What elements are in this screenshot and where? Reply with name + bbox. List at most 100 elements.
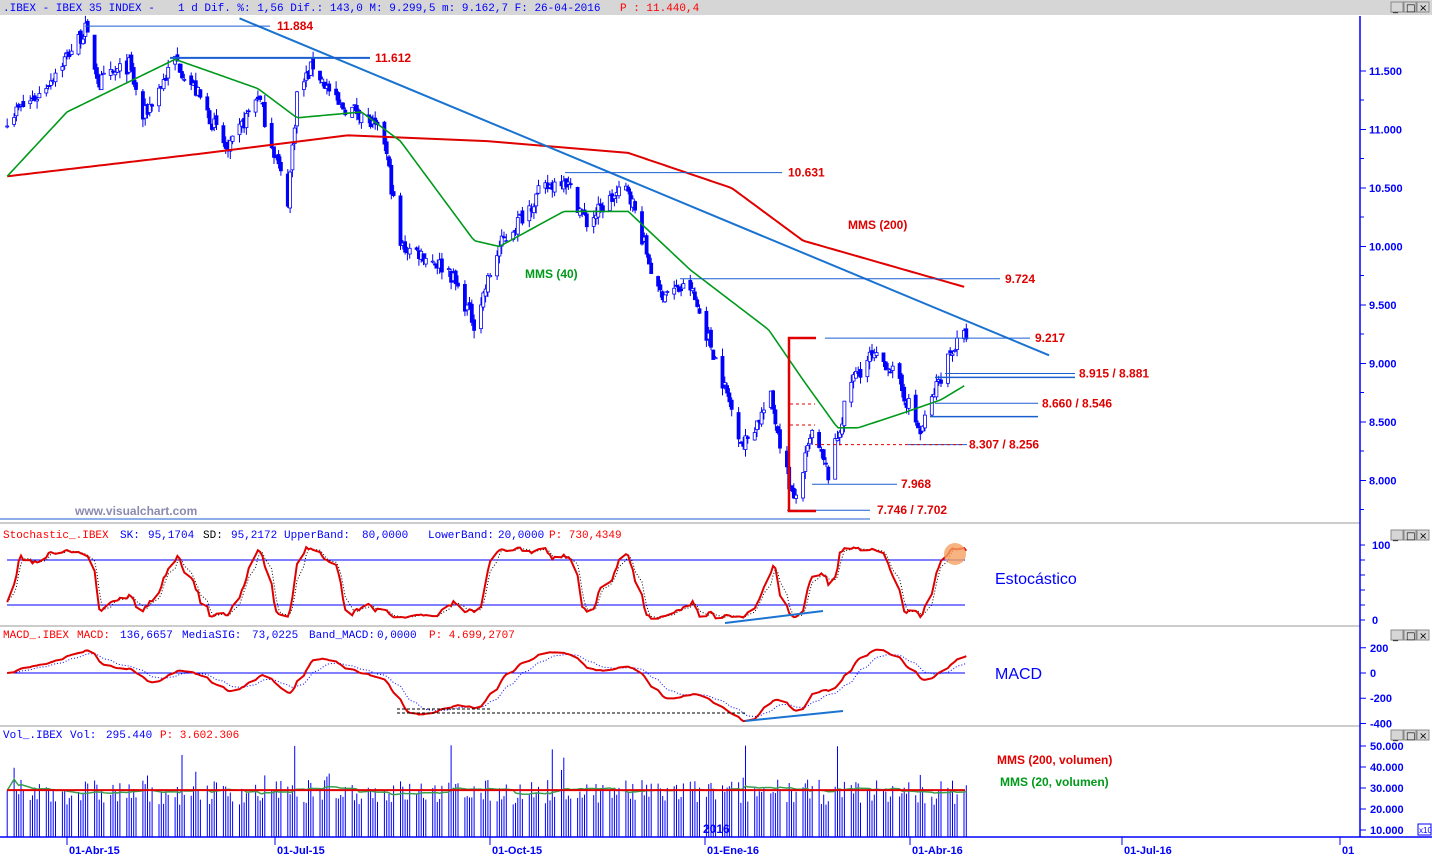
candle-body bbox=[826, 466, 831, 481]
close-button[interactable]: × bbox=[1416, 629, 1430, 642]
candle-body bbox=[453, 270, 458, 285]
level-label: 8.915 / 8.881 bbox=[1079, 366, 1149, 380]
candle-body bbox=[391, 191, 396, 196]
vol-value: 295.440 bbox=[106, 730, 152, 742]
level-label: 7.968 bbox=[901, 477, 931, 491]
candle-body bbox=[729, 399, 734, 410]
candle-body bbox=[929, 396, 934, 416]
price-tick-label: 10.500 bbox=[1369, 183, 1403, 195]
candle-body bbox=[607, 195, 612, 211]
candle-body bbox=[253, 99, 258, 113]
candle-body bbox=[771, 390, 775, 410]
candle-body bbox=[81, 38, 85, 45]
candle-body bbox=[849, 381, 854, 403]
candle-body bbox=[805, 445, 810, 452]
candle-body bbox=[456, 282, 460, 287]
minimize-button-frame bbox=[1390, 1, 1404, 13]
candle-body bbox=[778, 429, 782, 449]
vol-tick-label: 10.000 bbox=[1370, 825, 1404, 837]
candle-body bbox=[166, 66, 171, 79]
candle-body bbox=[612, 195, 617, 199]
candle-body bbox=[837, 431, 842, 438]
maximize-button-frame bbox=[1403, 629, 1417, 641]
vol-tick-label: 30.000 bbox=[1370, 783, 1404, 795]
candle-body bbox=[865, 359, 870, 378]
minimize-button[interactable]: _ bbox=[1390, 629, 1404, 642]
candle-body bbox=[536, 185, 541, 194]
candle-body bbox=[101, 72, 106, 75]
candle-body bbox=[649, 262, 654, 274]
x-tick-label: 01 bbox=[1342, 845, 1354, 857]
stoch-sk-label: SK: bbox=[120, 530, 140, 542]
minimize-icon: _ bbox=[1392, 3, 1399, 14]
candle-body bbox=[12, 117, 17, 125]
candle-body bbox=[485, 275, 490, 293]
macd-tick-label: -400 bbox=[1370, 718, 1392, 730]
candle-body bbox=[842, 400, 847, 427]
macd-tick-label: -200 bbox=[1370, 693, 1392, 705]
maximize-button[interactable]: □ bbox=[1403, 1, 1417, 14]
candle-body bbox=[520, 210, 525, 224]
candle-body bbox=[584, 213, 589, 228]
title-info: 1 d Dif. %: 1,56 Dif.: 143,0 M: 9.299,5 … bbox=[178, 3, 600, 15]
candle-body bbox=[334, 88, 339, 96]
price-tick-label: 9.000 bbox=[1369, 359, 1397, 371]
minimize-button[interactable]: _ bbox=[1390, 1, 1404, 14]
x-axis: 01-Abr-15 01-Jul-15 01-Oct-15 01-Ene-16 01-A… bbox=[66, 837, 1354, 857]
candle-body bbox=[262, 101, 267, 127]
stoch-tick-label: 100 bbox=[1372, 540, 1390, 552]
candle-body bbox=[180, 71, 184, 79]
candle-body bbox=[824, 462, 828, 465]
candle-body bbox=[336, 92, 341, 105]
candle-body bbox=[35, 98, 39, 102]
stoch-ub-label: UpperBand: bbox=[284, 530, 350, 542]
candle-body bbox=[92, 34, 97, 70]
candle-body bbox=[288, 171, 293, 209]
stochastic-panel: 100 0 bbox=[6, 540, 1390, 627]
candle-body bbox=[414, 247, 419, 250]
maximize-button[interactable]: □ bbox=[1403, 729, 1417, 742]
candle-body bbox=[759, 411, 764, 425]
candle-body bbox=[407, 247, 412, 255]
close-button[interactable]: × bbox=[1416, 529, 1430, 542]
candle-body bbox=[182, 78, 187, 81]
close-button[interactable]: × bbox=[1416, 1, 1430, 14]
stoch-sd-label: SD: bbox=[203, 530, 223, 542]
candle-body bbox=[890, 365, 895, 371]
minimize-icon: _ bbox=[1392, 731, 1399, 742]
candle-body bbox=[697, 308, 702, 314]
close-button-frame bbox=[1416, 729, 1430, 741]
price-tick-label: 9.500 bbox=[1369, 300, 1397, 312]
stoch-p-value: P: 730,4349 bbox=[549, 530, 622, 542]
candle-body bbox=[341, 102, 345, 110]
mms40-line bbox=[6, 58, 965, 429]
candle-body bbox=[269, 122, 274, 149]
candle-body bbox=[794, 494, 798, 499]
volume-mms20-line bbox=[6, 777, 967, 796]
candle-body bbox=[389, 164, 394, 195]
maximize-button[interactable]: □ bbox=[1403, 629, 1417, 642]
close-icon: × bbox=[1419, 531, 1427, 542]
candle-body bbox=[244, 113, 249, 129]
candle-body bbox=[276, 154, 281, 165]
x-tick-label: 01-Ene-16 bbox=[707, 845, 759, 857]
candle-body bbox=[810, 429, 815, 439]
stoch-name: Stochastic_.IBEX bbox=[3, 530, 109, 542]
level-label: 11.884 bbox=[277, 19, 313, 33]
minimize-button[interactable]: _ bbox=[1390, 729, 1404, 742]
candle-body bbox=[278, 161, 283, 172]
candle-body bbox=[939, 379, 943, 384]
candle-body bbox=[626, 186, 631, 192]
candle-body bbox=[198, 89, 203, 98]
candle-body bbox=[495, 255, 500, 277]
macd-panel: 200 0 -200 -400 bbox=[7, 643, 1392, 730]
minimize-button[interactable]: _ bbox=[1390, 529, 1404, 542]
candle-body bbox=[693, 291, 697, 301]
candle-body bbox=[497, 245, 502, 257]
candle-body bbox=[272, 146, 276, 158]
maximize-button[interactable]: □ bbox=[1403, 529, 1417, 542]
close-button[interactable]: × bbox=[1416, 729, 1430, 742]
candle-body bbox=[221, 125, 226, 144]
price-tick-label: 11.000 bbox=[1369, 125, 1402, 137]
candle-body bbox=[134, 82, 138, 90]
